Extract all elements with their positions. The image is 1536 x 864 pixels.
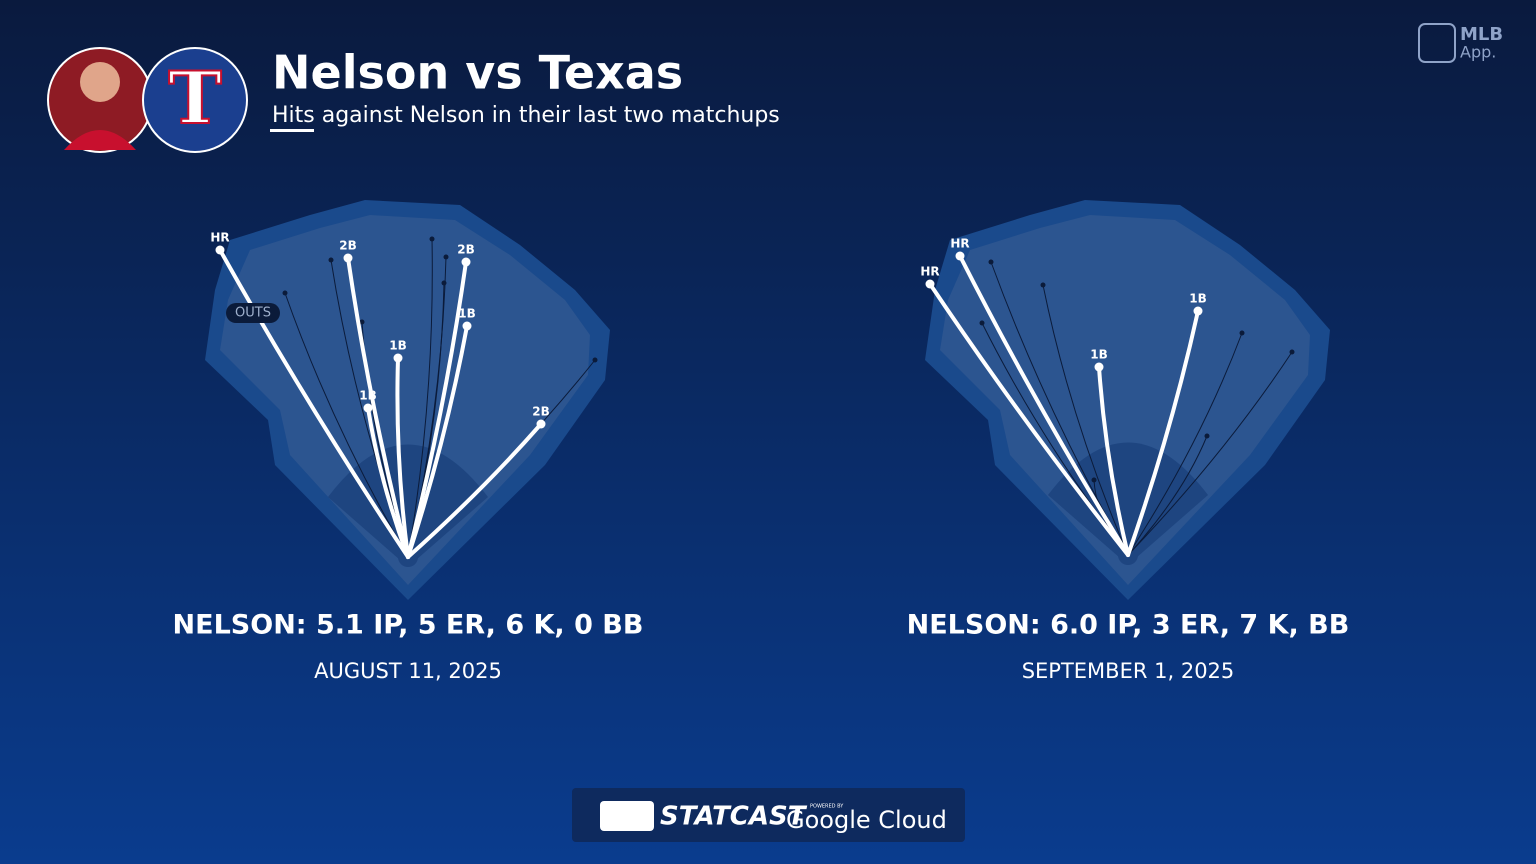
outs-label: OUTS <box>235 306 271 321</box>
hit-dot <box>955 251 965 261</box>
hit-trajectory <box>366 406 410 559</box>
hit-label: HR <box>920 265 939 279</box>
out-trajectory <box>284 292 409 558</box>
game-stats: NELSON: 5.1 IP, 5 ER, 6 K, 0 BB <box>173 610 644 641</box>
out-dot <box>979 320 985 326</box>
hit-label: 1B <box>1090 348 1108 362</box>
footer-box <box>572 788 965 842</box>
hit-trajectory <box>406 260 468 559</box>
hit-label: 1B <box>359 389 377 403</box>
out-dot <box>1091 477 1097 483</box>
powered-by: POWERED BY <box>810 804 844 810</box>
out-trajectory <box>1127 332 1243 556</box>
subtitle-underline <box>270 129 314 132</box>
hit-label: 1B <box>1189 292 1207 306</box>
hit-dot <box>925 279 935 289</box>
infield <box>1048 442 1208 565</box>
out-dot <box>1040 282 1046 288</box>
out-dot <box>328 257 334 263</box>
field <box>940 215 1310 585</box>
hit-trajectory <box>958 254 1130 557</box>
hit-trajectory <box>1097 365 1130 557</box>
hit-dot <box>536 419 546 429</box>
hit-trajectory <box>395 356 410 559</box>
hit-trajectory <box>218 248 410 559</box>
hit-label: 1B <box>458 307 476 321</box>
hit-label: HR <box>210 231 229 245</box>
out-trajectory <box>1042 284 1129 556</box>
field <box>220 215 590 585</box>
hit-trajectory <box>928 282 1130 557</box>
out-dot <box>1204 433 1210 439</box>
hit-label: HR <box>950 237 969 251</box>
out-trajectory <box>407 238 433 558</box>
hit-dot <box>1193 306 1203 316</box>
out-dot <box>359 319 365 325</box>
hit-dot <box>215 245 225 255</box>
out-dot <box>429 236 435 242</box>
team-logo <box>142 47 248 153</box>
player-face <box>80 62 120 102</box>
hit-label: 2B <box>532 405 550 419</box>
hit-dot <box>343 253 353 263</box>
team-logo-letter: T <box>168 55 222 140</box>
infield <box>328 444 488 567</box>
out-dot <box>443 254 449 260</box>
hit-trajectory <box>346 256 410 559</box>
hit-dot <box>363 403 373 413</box>
title: Nelson vs Texas <box>272 46 683 100</box>
out-dot <box>1289 349 1295 355</box>
hit-trajectory <box>406 324 469 559</box>
hit-trajectory <box>406 422 543 559</box>
hit-dot <box>393 353 403 363</box>
out-trajectory <box>1127 351 1293 556</box>
mlb-app-text: MLB <box>1460 24 1503 45</box>
statcast-text: STATCAST <box>660 802 808 832</box>
game-stats: NELSON: 6.0 IP, 3 ER, 7 K, BB <box>907 610 1350 641</box>
out-dot <box>592 357 598 363</box>
hit-label: 2B <box>457 243 475 257</box>
hit-label: 2B <box>339 239 357 253</box>
mlb-app-text: App. <box>1460 43 1496 62</box>
mlb-app-icon <box>1418 23 1456 63</box>
out-dot <box>1239 330 1245 336</box>
hit-trajectory <box>1126 309 1200 557</box>
hit-dot <box>461 257 471 267</box>
player-jersey <box>64 130 136 150</box>
out-dot <box>988 259 994 265</box>
subtitle: Hits against Nelson in their last two ma… <box>272 103 780 128</box>
hit-dot <box>462 321 472 331</box>
mlb-logo <box>600 801 654 831</box>
hit-dot <box>1094 362 1104 372</box>
google-cloud: Google Cloud <box>786 806 947 834</box>
game-date: SEPTEMBER 1, 2025 <box>1022 659 1235 683</box>
game-date: AUGUST 11, 2025 <box>314 659 502 683</box>
hit-label: 1B <box>389 339 407 353</box>
out-dot <box>441 280 447 286</box>
out-dot <box>282 290 288 296</box>
outs-badge <box>226 303 280 323</box>
out-trajectory <box>1127 435 1208 556</box>
